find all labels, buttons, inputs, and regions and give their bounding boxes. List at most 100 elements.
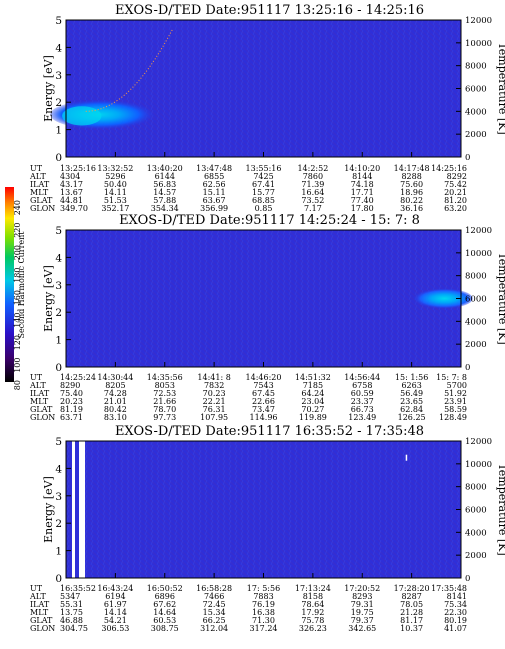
colorbar-tick-label: 160 xyxy=(13,290,22,305)
orbit-row-label: GLON xyxy=(30,624,55,633)
orbit-cell: 13:55:16 xyxy=(246,164,282,173)
colorbar-tick-label: 240 xyxy=(13,200,22,215)
orbit-cell: 14:41: 8 xyxy=(197,373,230,382)
orbit-cell: 76.31 xyxy=(203,405,226,414)
orbit-cell: 80.22 xyxy=(400,196,423,205)
orbit-cell: 23.04 xyxy=(301,397,324,406)
orbit-cell: 13.75 xyxy=(60,608,83,617)
orbit-cell: 78.64 xyxy=(301,600,324,609)
orbit-cell: 10.37 xyxy=(400,624,423,633)
y-tick-label: 4 xyxy=(55,42,62,54)
orbit-cell: 68.85 xyxy=(252,196,275,205)
y2-tick-label: 2000 xyxy=(465,551,487,561)
orbit-row-label: UT xyxy=(30,373,43,382)
orbit-cell: 15: 1:56 xyxy=(395,373,428,382)
orbit-cell: 72.45 xyxy=(203,600,226,609)
orbit-cell: 7860 xyxy=(303,172,323,181)
orbit-cell: 14:56:44 xyxy=(344,373,380,382)
colorbar: 240 220 200 180 160 140 120 100 80 Second Harmon… xyxy=(5,187,26,390)
orbit-cell: 54.21 xyxy=(104,616,127,625)
orbit-cell: 14:25:24 xyxy=(60,373,96,382)
temperature-marker xyxy=(405,454,408,461)
orbit-cell: 16:50:52 xyxy=(147,584,183,593)
data-gap xyxy=(79,441,85,578)
orbit-cell: 73.47 xyxy=(252,405,275,414)
orbit-cell: 63.67 xyxy=(203,196,226,205)
orbit-cell: 77.40 xyxy=(351,196,374,205)
orbit-cell: 63.71 xyxy=(60,413,83,422)
orbit-cell: 6194 xyxy=(105,592,125,601)
orbit-cell: 14.14 xyxy=(104,608,127,617)
orbit-cell: 5347 xyxy=(60,592,80,601)
orbit-cell: 17.80 xyxy=(351,204,374,213)
orbit-cell: 73.52 xyxy=(301,196,324,205)
y2-tick-label: 10000 xyxy=(465,39,492,49)
orbit-cell: 17:13:24 xyxy=(295,584,331,593)
y2-tick-label: 12000 xyxy=(465,226,492,236)
y-axis-label: Energy [eV] xyxy=(42,265,55,332)
colorbar-label: Second Harmonic Current xyxy=(17,231,26,339)
orbit-cell: 56.49 xyxy=(400,389,423,398)
orbit-cell: 60.53 xyxy=(153,616,176,625)
orbit-cell: 63.20 xyxy=(444,204,467,213)
colorbar-tick-label: 180 xyxy=(13,268,22,283)
orbit-cell: 70.27 xyxy=(301,405,324,414)
orbit-cell: 17:20:52 xyxy=(344,584,380,593)
orbit-cell: 16:58:28 xyxy=(196,584,232,593)
colorbar-tick-label: 140 xyxy=(13,313,22,328)
orbit-cell: 5296 xyxy=(105,172,125,181)
orbit-cell: 14:2:52 xyxy=(297,164,328,173)
orbit-cell: 14.57 xyxy=(153,188,176,197)
orbit-cell: 64.24 xyxy=(301,389,324,398)
orbit-cell: 8053 xyxy=(155,381,175,390)
orbit-cell: 308.75 xyxy=(151,624,179,633)
orbit-cell: 17.71 xyxy=(351,188,374,197)
y2-tick-label: 12000 xyxy=(465,16,492,26)
orbit-cell: 78.05 xyxy=(400,600,423,609)
orbit-cell: 8288 xyxy=(401,172,421,181)
orbit-cell: 14:51:32 xyxy=(295,373,331,382)
orbit-cell: 17.92 xyxy=(301,608,324,617)
orbit-cell: 14:25:16 xyxy=(431,164,467,173)
orbit-cell: 81.19 xyxy=(60,405,83,414)
y2-tick-label: 12000 xyxy=(465,437,492,447)
orbit-cell: 62.84 xyxy=(400,405,423,414)
orbit-cell: 36.16 xyxy=(400,204,423,213)
plot-area xyxy=(66,441,461,578)
orbit-cell: 128.49 xyxy=(439,413,467,422)
orbit-cell: 6263 xyxy=(401,381,421,390)
ion-intensity-region xyxy=(409,288,473,309)
orbit-cell: 14:35:56 xyxy=(147,373,183,382)
orbit-cell: 14:17:48 xyxy=(394,164,430,173)
orbit-cell: 17:28:20 xyxy=(394,584,430,593)
orbit-cell: 4304 xyxy=(60,172,80,181)
orbit-cell: 8292 xyxy=(447,172,467,181)
y-tick-label: 1 xyxy=(55,125,62,137)
orbit-cell: 20.21 xyxy=(444,188,467,197)
orbit-table: UT 16:35:52 16:43:24 16:50:52 16:58:28 17: 5:… xyxy=(29,584,467,633)
orbit-cell: 67.45 xyxy=(252,389,275,398)
orbit-cell: 7.17 xyxy=(304,204,322,213)
orbit-cell: 8144 xyxy=(352,172,372,181)
orbit-row-label: GLON xyxy=(30,413,55,422)
spectrogram-panel: EXOS-D/TED Date:951117 13:25:16 - 14:25:… xyxy=(29,3,505,213)
orbit-cell: 13:40:20 xyxy=(147,164,183,173)
orbit-row-label: ALT xyxy=(29,172,46,181)
orbit-cell: 16:43:24 xyxy=(97,584,133,593)
orbit-cell: 74.18 xyxy=(351,180,374,189)
colorbar-tick-label: 80 xyxy=(13,380,22,390)
orbit-row-label: GLAT xyxy=(30,616,53,625)
orbit-row-label: ILAT xyxy=(30,389,50,398)
orbit-cell: 342.65 xyxy=(348,624,376,633)
y2-axis-label: Temperature [K] xyxy=(496,252,505,344)
orbit-cell: 66.73 xyxy=(351,405,374,414)
orbit-cell: 107.95 xyxy=(200,413,228,422)
orbit-cell: 114.96 xyxy=(250,413,278,422)
y-tick-label: 2 xyxy=(55,307,62,319)
y-axis-label: Energy [eV] xyxy=(42,55,55,122)
orbit-cell: 14:30:44 xyxy=(97,373,133,382)
orbit-cell: 58.59 xyxy=(444,405,467,414)
orbit-table: UT 13:25:16 13:32:52 13:40:20 13:47:48 13:55:… xyxy=(29,164,467,213)
orbit-cell: 61.97 xyxy=(104,600,127,609)
orbit-row-label: UT xyxy=(30,164,43,173)
